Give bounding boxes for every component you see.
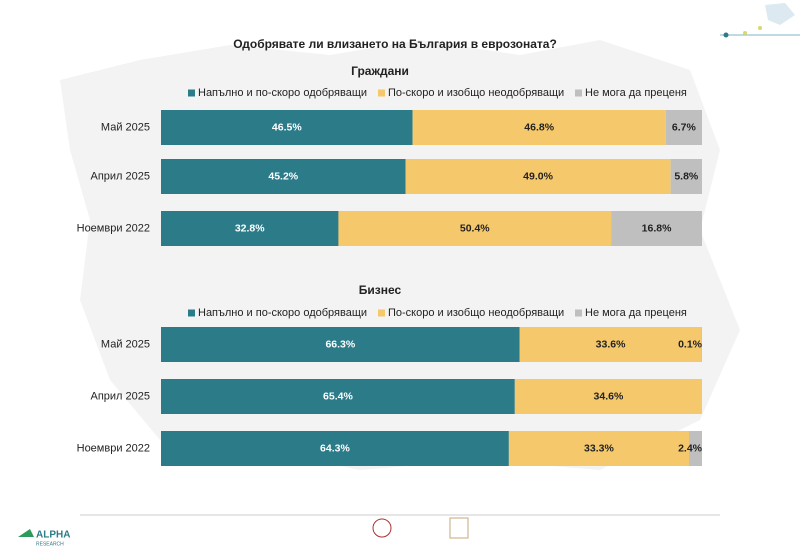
logo-sub: RESEARCH bbox=[36, 541, 64, 547]
value-label: 2.4% bbox=[678, 442, 703, 454]
value-label: 32.8% bbox=[235, 222, 265, 234]
y-tick-label: Ноември 2022 bbox=[77, 222, 150, 234]
legend-label: Не мога да преценя bbox=[585, 307, 687, 319]
legend-label: По-скоро и изобщо неодобряващи bbox=[388, 307, 564, 319]
chart-title: Бизнес bbox=[359, 283, 402, 297]
bar-segment bbox=[338, 211, 612, 246]
legend-swatch bbox=[188, 309, 195, 317]
partner-logo bbox=[372, 518, 392, 538]
bar-segment bbox=[508, 431, 690, 466]
bar-segment bbox=[161, 327, 520, 362]
bar-segment bbox=[611, 211, 702, 246]
y-tick-label: Ноември 2022 bbox=[77, 442, 150, 454]
background-map bbox=[60, 40, 740, 470]
logo: ALPHA bbox=[36, 530, 70, 541]
bar-segment bbox=[161, 211, 339, 246]
chart-title: Граждани bbox=[351, 64, 409, 78]
value-label: 6.7% bbox=[672, 121, 697, 133]
value-label: 45.2% bbox=[268, 170, 298, 182]
legend-label: По-скоро и изобщо неодобряващи bbox=[388, 87, 564, 99]
value-label: 49.0% bbox=[523, 170, 553, 182]
y-tick-label: Април 2025 bbox=[90, 170, 150, 182]
main-title: Одобрявате ли влизането на България в ев… bbox=[233, 37, 557, 51]
bar-segment bbox=[161, 431, 509, 466]
bar-segment bbox=[161, 159, 406, 194]
legend-swatch bbox=[575, 309, 582, 317]
bar-segment bbox=[405, 159, 671, 194]
partner-logo bbox=[449, 517, 469, 539]
bar-segment bbox=[161, 379, 515, 414]
value-label: 65.4% bbox=[323, 390, 353, 402]
bar-segment bbox=[670, 159, 702, 194]
value-label: 34.6% bbox=[594, 390, 624, 402]
y-tick-label: Април 2025 bbox=[90, 390, 150, 402]
value-label: 66.3% bbox=[325, 338, 355, 350]
logo-icon bbox=[18, 529, 34, 537]
bar-segment bbox=[412, 110, 666, 145]
value-label: 0.1% bbox=[678, 338, 703, 350]
value-label: 46.8% bbox=[524, 121, 554, 133]
bar-segment bbox=[689, 431, 702, 466]
legend-swatch bbox=[378, 309, 385, 317]
legend-label: Не мога да преценя bbox=[585, 87, 687, 99]
bar-segment bbox=[665, 110, 702, 145]
corner-decoration bbox=[720, 3, 800, 38]
legend-swatch bbox=[575, 89, 582, 97]
bar-segment bbox=[519, 327, 702, 362]
y-tick-label: Май 2025 bbox=[101, 338, 150, 350]
value-label: 46.5% bbox=[272, 121, 302, 133]
bar-segment bbox=[514, 379, 702, 414]
value-label: 64.3% bbox=[320, 442, 350, 454]
legend-swatch bbox=[188, 89, 195, 97]
y-tick-label: Май 2025 bbox=[101, 121, 150, 133]
value-label: 50.4% bbox=[460, 222, 490, 234]
bar-segment bbox=[701, 327, 702, 362]
legend-swatch bbox=[378, 89, 385, 97]
legend-label: Напълно и по-скоро одобряващи bbox=[198, 307, 367, 319]
value-label: 16.8% bbox=[642, 222, 672, 234]
bar-segment bbox=[161, 110, 413, 145]
value-label: 33.3% bbox=[584, 442, 614, 454]
value-label: 33.6% bbox=[596, 338, 626, 350]
value-label: 5.8% bbox=[674, 170, 699, 182]
legend-label: Напълно и по-скоро одобряващи bbox=[198, 87, 367, 99]
